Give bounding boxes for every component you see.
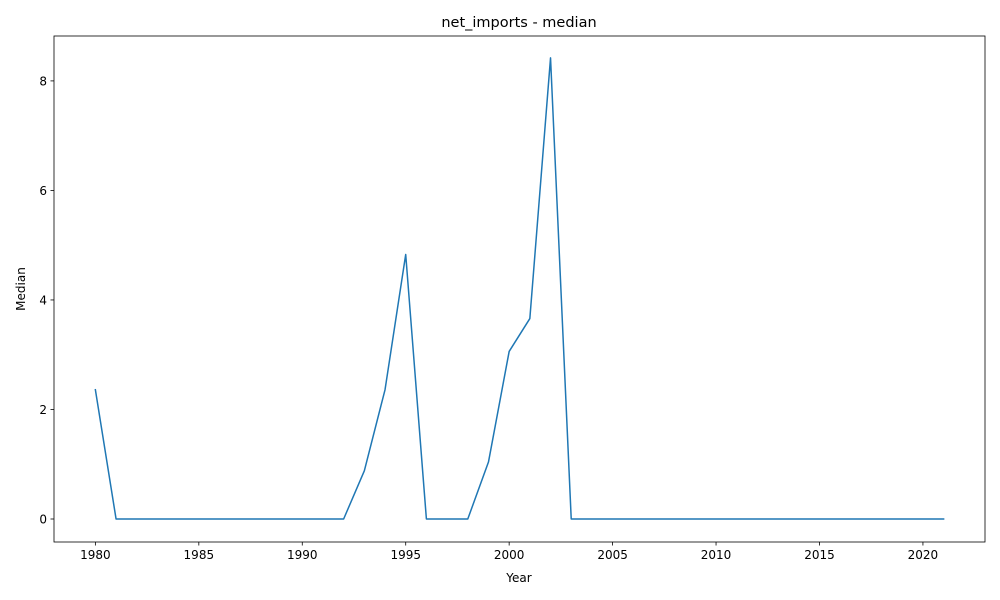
y-tick-label: 6	[39, 184, 47, 198]
x-axis-label: Year	[505, 571, 531, 585]
plot-frame	[53, 35, 986, 543]
x-tick-label: 2005	[597, 548, 628, 562]
x-axis: 1980 1985 1990 1995 2000 2005 2010 2015 2020	[80, 542, 938, 562]
y-tick-label: 2	[39, 403, 47, 417]
x-tick-label: 1990	[287, 548, 318, 562]
x-tick-label: 2015	[804, 548, 835, 562]
y-tick-label: 4	[39, 293, 47, 307]
x-tick-label: 1985	[184, 548, 215, 562]
series-layer	[94, 57, 945, 520]
y-tick-label: 0	[39, 513, 47, 527]
chart-title: net_imports - median	[441, 15, 596, 31]
series-line-0	[94, 57, 945, 520]
y-axis: 0 2 4 6 8	[39, 74, 54, 527]
x-tick-label: 2010	[701, 548, 732, 562]
x-tick-label: 1980	[80, 548, 111, 562]
y-tick-label: 8	[39, 74, 47, 88]
x-tick-label: 1995	[390, 548, 421, 562]
x-tick-label: 2020	[908, 548, 939, 562]
plot-area: 1980 1985 1990 1995 2000 2005 2010 2015 2020 0 2 4…	[39, 35, 986, 562]
x-tick-label: 2000	[494, 548, 525, 562]
y-axis-label: Median	[14, 267, 28, 311]
